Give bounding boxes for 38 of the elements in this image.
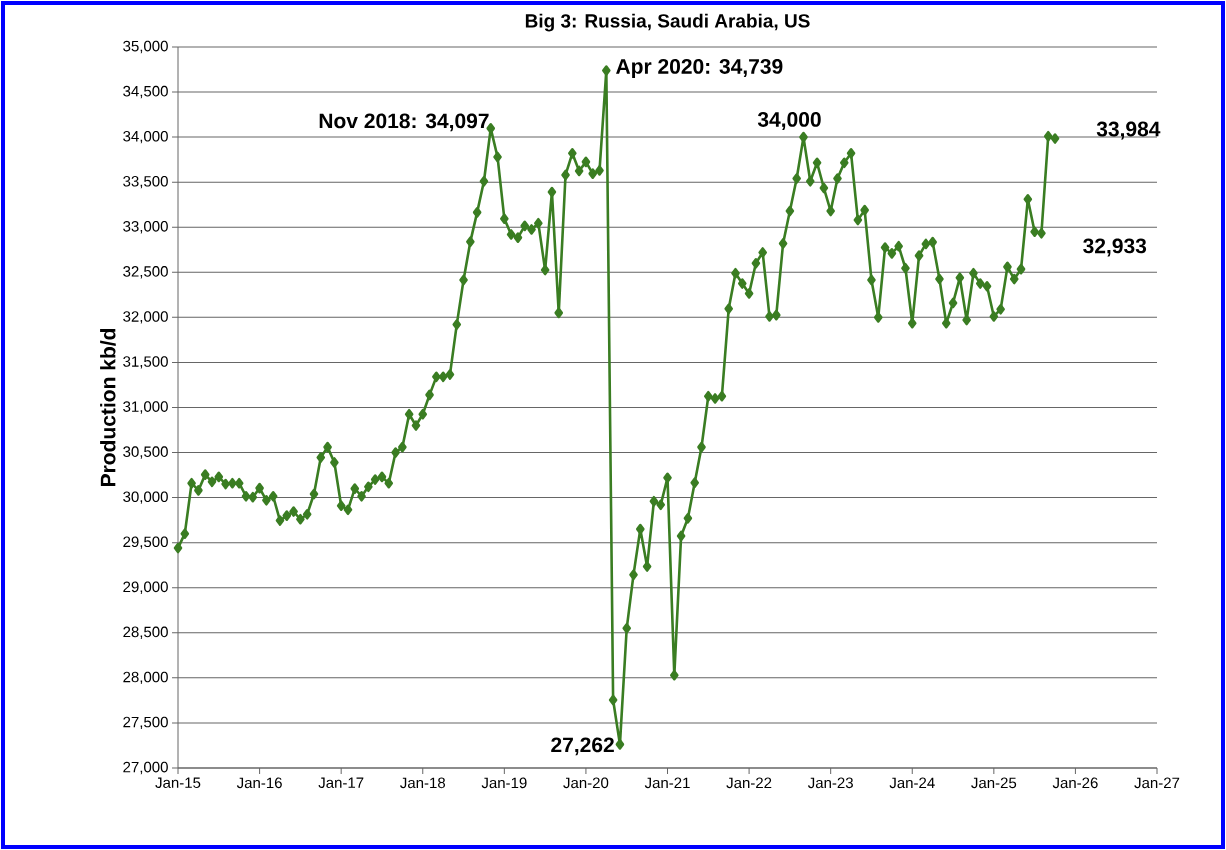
y-tick-label: 30,000 [123, 491, 168, 504]
y-tick-label: 28,000 [123, 671, 168, 685]
annotation: Apr 2020: 34,739 [616, 59, 783, 79]
y-tick-label: 34,000 [123, 130, 168, 144]
x-tick-label: Jan-23 [807, 777, 853, 789]
x-tick-label: Jan-22 [726, 777, 772, 789]
annotation: Nov 2018: 34,097 [319, 113, 489, 132]
annotation: 27,262 [551, 737, 614, 756]
y-tick-label: 28,500 [123, 626, 168, 639]
y-axis-title: Production kb/d [100, 328, 116, 486]
y-tick-label: 27,000 [123, 761, 168, 775]
y-tick-label: 35,000 [123, 40, 168, 54]
x-tick-label: Jan-18 [400, 777, 446, 789]
annotation: 33,984 [1096, 121, 1161, 140]
x-tick-label: Jan-17 [318, 777, 364, 788]
x-tick-label: Jan-24 [889, 777, 935, 789]
annotation: 34,000 [757, 112, 821, 130]
y-tick-label: 34,500 [123, 85, 168, 99]
y-tick-label: 33,500 [123, 175, 168, 189]
x-tick-label: Jan-27 [1134, 777, 1180, 789]
x-tick-label: Jan-16 [236, 777, 282, 789]
y-tick-label: 31,000 [123, 401, 168, 414]
y-tick-label: 31,500 [123, 356, 168, 369]
x-tick-label: Jan-19 [481, 777, 527, 789]
annotation: 32,933 [1083, 238, 1147, 257]
x-tick-label: Jan-25 [971, 777, 1017, 789]
y-tick-label: 32,500 [123, 266, 168, 279]
chart-title: Big 3: Russia, Saudi Arabia, US [525, 13, 810, 32]
y-tick-label: 29,500 [123, 536, 168, 549]
x-tick-label: Jan-15 [155, 777, 201, 788]
y-tick-label: 29,000 [123, 581, 168, 594]
y-tick-label: 30,500 [123, 446, 168, 459]
y-tick-label: 33,000 [123, 221, 168, 234]
x-tick-label: Jan-26 [1052, 777, 1098, 789]
y-tick-label: 27,500 [123, 716, 168, 730]
y-tick-label: 32,000 [123, 311, 168, 324]
x-tick-label: Jan-21 [644, 777, 690, 789]
x-tick-label: Jan-20 [563, 777, 609, 789]
